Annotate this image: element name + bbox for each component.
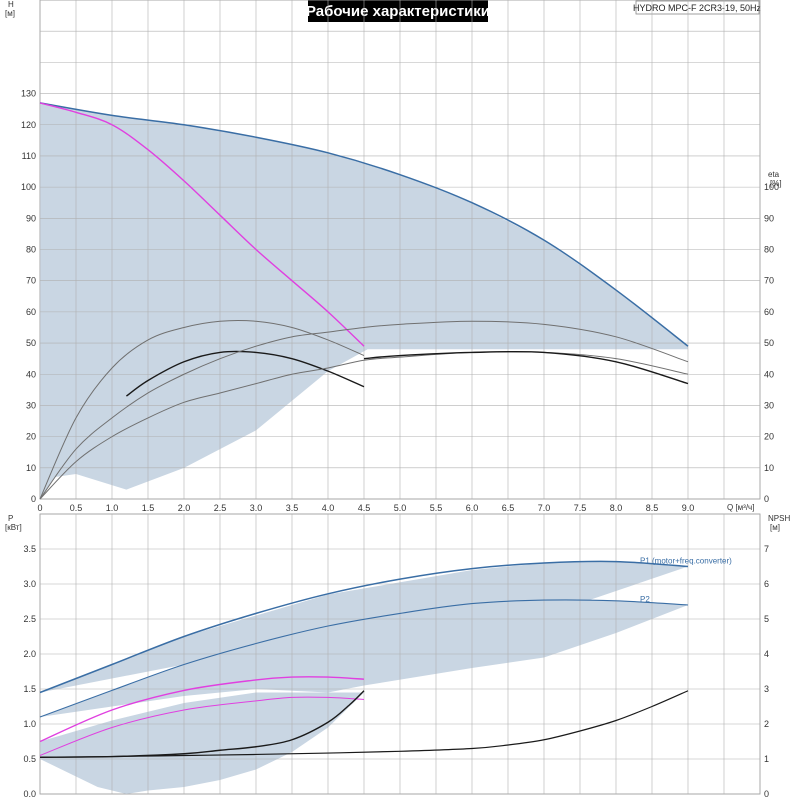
top-series-line-2	[39, 319, 365, 500]
bottom-right-tick-label: 0	[764, 789, 769, 799]
series-label-1: P2	[640, 595, 650, 604]
top-left-tick-label: 80	[26, 245, 36, 255]
top-left-axis-label: H	[8, 0, 14, 9]
bottom-right-axis-unit: [м]	[770, 523, 780, 532]
head-efficiency-panel: 0 10 20 30 40 50 60 70 80 90 100 110 120 130 0 10 20 30 40…	[5, 0, 782, 513]
bottom-range-area-2	[40, 692, 364, 794]
x-tick-label: 4.5	[358, 503, 371, 513]
series-label-0: P1 (motor+freq.converter)	[640, 557, 732, 566]
top-left-tick-label: 60	[26, 307, 36, 317]
x-tick-label: 6.5	[502, 503, 515, 513]
bottom-left-axis-label: P	[8, 514, 13, 523]
top-right-axis-label: eta	[768, 170, 780, 179]
bottom-series-line-5	[39, 690, 689, 758]
top-right-tick-label: 10	[764, 463, 774, 473]
top-right-tick-label: 0	[764, 494, 769, 504]
top-left-axis-unit: [м]	[5, 9, 15, 18]
x-tick-label: 0.5	[70, 503, 83, 513]
x-tick-label: 8.5	[646, 503, 659, 513]
top-right-axis-unit: [%]	[770, 179, 782, 188]
bottom-right-tick-label: 3	[764, 684, 769, 694]
model-label: HYDRO MPC-F 2CR3-19, 50Hz	[633, 0, 762, 15]
bottom-series-line-3	[39, 696, 365, 756]
title-text: Рабочие характеристики	[306, 3, 490, 20]
x-tick-label: 6.0	[466, 503, 479, 513]
top-right-tick-label: 60	[764, 307, 774, 317]
top-left-tick-label: 110	[22, 151, 36, 161]
bottom-right-tick-label: 6	[764, 579, 769, 589]
x-tick-label: 5.0	[394, 503, 407, 513]
top-left-tick-label: 40	[26, 369, 36, 379]
bottom-right-tick-label: 2	[764, 719, 769, 729]
top-left-tick-label: 20	[26, 432, 36, 442]
bottom-left-tick-label: 3.0	[23, 579, 36, 589]
top-right-tick-label: 90	[764, 213, 774, 223]
top-left-tick-label: 120	[21, 120, 36, 130]
top-right-tick-label: 80	[764, 245, 774, 255]
bottom-series-line-1	[39, 599, 689, 718]
x-tick-label: 1.0	[106, 503, 119, 513]
top-right-tick-label: 100	[764, 182, 779, 192]
bottom-right-axis-label: NPSH	[768, 514, 790, 523]
x-tick-label: 7.5	[574, 503, 587, 513]
model-label-box	[635, 0, 760, 15]
top-series-line-6	[363, 350, 689, 385]
power-npsh-panel: P1 (motor+freq.converter)P20.00.51.01.52…	[5, 513, 790, 799]
x-tick-label: 4.0	[322, 503, 335, 513]
top-right-tick-label: 40	[764, 369, 774, 379]
x-tick-label: 3.0	[250, 503, 263, 513]
bottom-series-line-0	[39, 560, 689, 694]
top-left-tick-label: 10	[26, 463, 36, 473]
chart-title: Рабочие характеристики	[306, 0, 490, 22]
x-tick-label: 1.5	[142, 503, 155, 513]
bottom-left-axis-unit: [кВт]	[5, 523, 22, 532]
bottom-right-tick-label: 7	[764, 544, 769, 554]
top-right-tick-label: 20	[764, 432, 774, 442]
top-left-tick-label: 70	[26, 276, 36, 286]
bottom-left-tick-label: 2.5	[23, 614, 36, 624]
top-right-tick-label: 50	[764, 338, 774, 348]
top-series-line-3	[125, 350, 365, 397]
x-tick-label: 3.5	[286, 503, 299, 513]
bottom-left-tick-label: 1.5	[23, 684, 36, 694]
x-axis-label: Q [м³/ч]	[727, 503, 754, 512]
bottom-left-tick-label: 3.5	[23, 544, 36, 554]
bottom-right-tick-label: 4	[764, 649, 769, 659]
bottom-right-tick-label: 1	[764, 754, 769, 764]
bottom-right-tick-label: 5	[764, 614, 769, 624]
x-tick-label: 2.0	[178, 503, 191, 513]
title-background	[308, 0, 488, 22]
top-series-line-4	[39, 320, 689, 500]
x-tick-label: 8.0	[610, 503, 623, 513]
top-left-tick-label: 100	[21, 182, 36, 192]
top-left-tick-label: 50	[26, 338, 36, 348]
x-tick-label: 9.0	[682, 503, 695, 513]
top-right-tick-label: 30	[764, 400, 774, 410]
top-left-tick-label: 130	[21, 89, 36, 99]
bottom-left-tick-label: 2.0	[23, 649, 36, 659]
model-label-text: HYDRO MPC-F 2CR3-19, 50Hz	[633, 3, 762, 13]
x-tick-label: 7.0	[538, 503, 551, 513]
bottom-series-line-2	[39, 676, 365, 743]
x-tick-label: 5.5	[430, 503, 443, 513]
bottom-left-tick-label: 0.0	[23, 789, 36, 799]
top-series-line-1	[39, 102, 365, 347]
top-series-line-0	[39, 102, 689, 347]
x-tick-label: 0	[37, 503, 42, 513]
bottom-left-tick-label: 1.0	[23, 719, 36, 729]
x-tick-label: 2.5	[214, 503, 227, 513]
top-left-tick-label: 0	[31, 494, 36, 504]
top-left-tick-label: 90	[26, 213, 36, 223]
top-left-tick-label: 30	[26, 400, 36, 410]
bottom-left-tick-label: 0.5	[23, 754, 36, 764]
top-right-tick-label: 70	[764, 276, 774, 286]
